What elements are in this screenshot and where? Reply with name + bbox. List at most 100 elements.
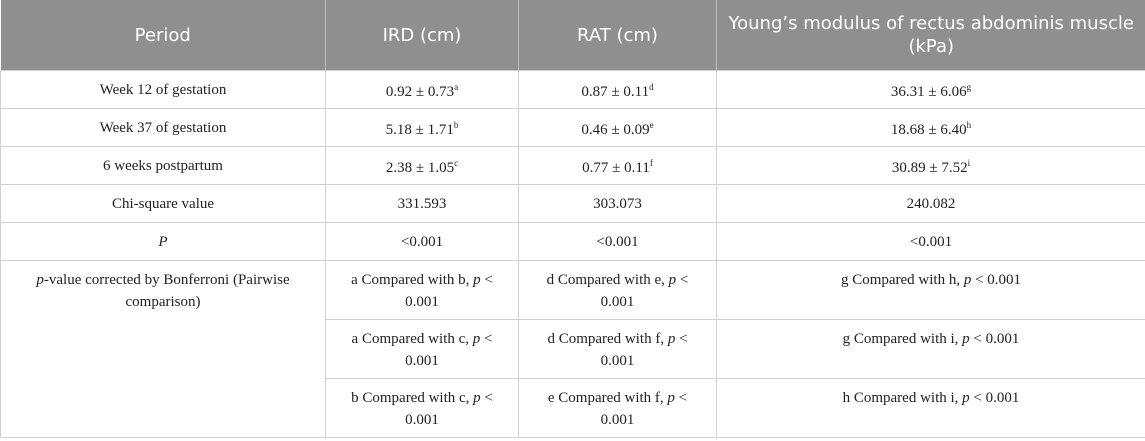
cell-text: 0.77 ± 0.11 [582,160,650,176]
table-cell: d Compared with e, p < 0.001 [518,260,717,320]
cell-text: d Compared with e, [546,272,669,288]
cell-text: g Compared with h, [840,272,964,288]
table-cell: P [0,222,326,261]
header-cell: IRD (cm) [325,0,519,71]
superscript: f [649,158,653,168]
table-cell: h Compared with i, p < 0.001 [716,378,1145,438]
header-cell: RAT (cm) [518,0,717,71]
cell-text: a Compared with b, [351,272,474,288]
header-cell: Young’s modulus of rectus abdominis musc… [716,0,1145,71]
cell-text: 0.87 ± 0.11 [581,84,650,100]
cell-text: a Compared with c, [351,331,473,347]
cell-text: 18.68 ± 6.40 [890,122,967,138]
table-cell: g Compared with i, p < 0.001 [716,319,1145,379]
superscript: h [966,120,972,130]
table-cell: e Compared with f, p < 0.001 [518,378,717,438]
table-cell: 0.87 ± 0.11d [518,70,717,109]
table-cell: 30.89 ± 7.52i [716,146,1145,185]
cell-text: Week 12 of gestation [99,81,227,98]
table-body: Week 12 of gestation 0.92 ± 0.73a 0.87 ± 0… [0,70,1145,438]
cell-text: 5.18 ± 1.71 [385,122,454,138]
table-cell: Chi-square value [0,184,326,223]
table-row: p-value corrected by Bonferroni (Pairwis… [0,260,1145,438]
superscript: c [454,158,459,168]
cell-text: 36.31 ± 6.06 [890,84,967,100]
superscript: g [966,82,972,92]
table-cell: 240.082 [716,184,1145,223]
table-cell: <0.001 [518,222,717,261]
header-row: Period IRD (cm) RAT (cm) Young’s modulus of… [0,0,1145,71]
italic-text: p [962,390,970,406]
superscript: e [649,120,654,130]
table-cell: a Compared with b, p < 0.001 [325,260,519,320]
table-cell: 331.593 [325,184,519,223]
cell-text: b Compared with c, [351,390,474,406]
cell-text: 6 weeks postpartum [103,157,223,174]
cell-text: < 0.001 [405,331,493,369]
superscript: i [967,158,971,168]
superscript: a [454,82,459,92]
superscript: d [649,82,654,92]
table-row: Chi-square value 331.593 303.073 240.082 [0,184,1145,223]
cell-text: < 0.001 [405,272,493,310]
table-cell: 36.31 ± 6.06g [716,70,1145,109]
table-cell: g Compared with h, p < 0.001 [716,260,1145,320]
cell-text: Week 37 of gestation [99,119,227,136]
table-cell: a Compared with c, p < 0.001 [325,319,519,379]
cell-text: 240.082 [906,195,956,212]
italic-text: p [472,331,481,347]
table-row: Week 37 of gestation 5.18 ± 1.71b 0.46 ± 0… [0,108,1145,147]
table-cell: 5.18 ± 1.71b [325,108,519,147]
cell-text: < 0.001 [600,272,689,310]
cell-text: <0.001 [909,233,953,250]
italic-text: p [36,272,44,288]
cell-text: <0.001 [400,233,444,250]
cell-text: 303.073 [593,195,642,212]
italic-text: p [473,390,481,406]
table-row: b Compared with c, p < 0.001 e Compared w… [1,378,1145,438]
cell-text: 0.46 ± 0.09 [581,122,650,138]
cell-text: g Compared with i, [842,331,963,347]
table-cell: <0.001 [716,222,1145,261]
cell-text: e Compared with f, [547,390,668,406]
italic-text: P [158,233,168,250]
table-cell: 2.38 ± 1.05c [325,146,519,185]
table-row: Week 12 of gestation 0.92 ± 0.73a 0.87 ± 0… [0,70,1145,109]
table-row: P <0.001 <0.001 <0.001 [0,222,1145,261]
table-cell: d Compared with f, p < 0.001 [518,319,717,379]
italic-text: p [962,331,970,347]
italic-text: p [963,272,972,288]
table-cell: p-value corrected by Bonferroni (Pairwis… [0,260,326,438]
cell-text: < 0.001 [969,331,1020,347]
cell-text: 331.593 [397,195,447,212]
cell-text: < 0.001 [969,390,1020,406]
cell-text: -value corrected by Bonferroni (Pairwise… [43,272,290,310]
cell-text: d Compared with f, [547,331,668,347]
cell-text: < 0.001 [405,390,493,428]
table-cell: 0.46 ± 0.09e [518,108,717,147]
cell-text: 2.38 ± 1.05 [385,160,455,176]
cell-text: Chi-square value [111,195,215,212]
cell-text: < 0.001 [971,272,1022,288]
superscript: b [453,120,459,130]
italic-text: p [668,272,677,288]
table-cell: Week 12 of gestation [0,70,326,109]
table-cell: 303.073 [518,184,717,223]
cell-text: < 0.001 [600,331,688,369]
cell-text: <0.001 [596,233,639,250]
italic-text: p [667,390,675,406]
table-cell: Week 37 of gestation [0,108,326,147]
cell-text: h Compared with i, [842,390,963,406]
table-cell: 0.77 ± 0.11f [518,146,717,185]
header-cell: Period [0,0,326,71]
italic-text: p [473,272,481,288]
table-cell: 18.68 ± 6.40h [716,108,1145,147]
cell-text: < 0.001 [600,390,688,428]
table-cell: 6 weeks postpartum [0,146,326,185]
table-row: 6 weeks postpartum 2.38 ± 1.05c 0.77 ± 0.1… [0,146,1145,185]
table-cell: b Compared with c, p < 0.001 [325,378,519,438]
table-head: Period IRD (cm) RAT (cm) Young’s modulus of… [0,0,1145,71]
table-cell: <0.001 [325,222,519,261]
